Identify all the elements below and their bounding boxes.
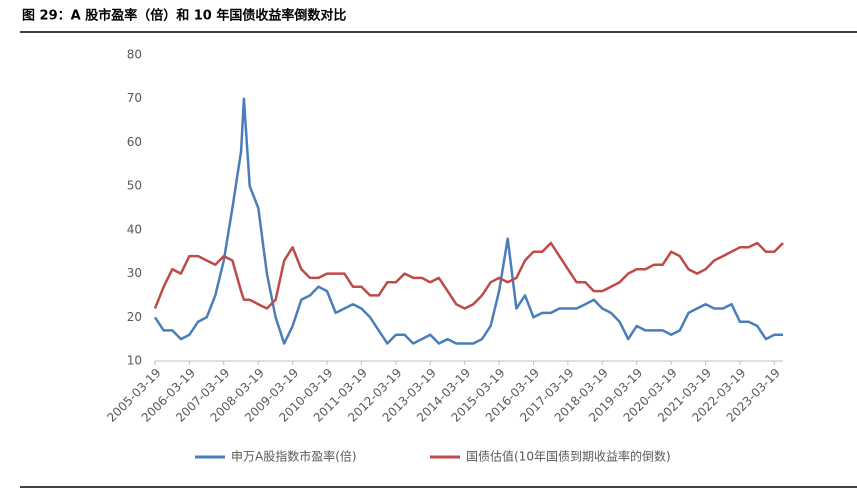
legend-label: 国债估值(10年国债到期收益率的倒数) — [466, 449, 671, 464]
y-tick-label: 80 — [127, 48, 142, 62]
title: 图 29：A 股市盈率（倍）和 10 年国债收益率倒数对比 — [22, 8, 346, 24]
y-tick-label: 50 — [127, 179, 142, 193]
series-line — [153, 97, 783, 345]
legend-label: 申万A股指数市盈率(倍) — [231, 449, 357, 464]
series-line — [153, 241, 784, 310]
y-tick-label: 20 — [127, 310, 142, 324]
y-tick-label: 70 — [127, 91, 142, 105]
y-tick-label: 60 — [127, 135, 142, 149]
y-tick-label: 10 — [127, 354, 142, 368]
y-tick-label: 40 — [127, 222, 142, 236]
y-tick-label: 30 — [127, 266, 142, 280]
